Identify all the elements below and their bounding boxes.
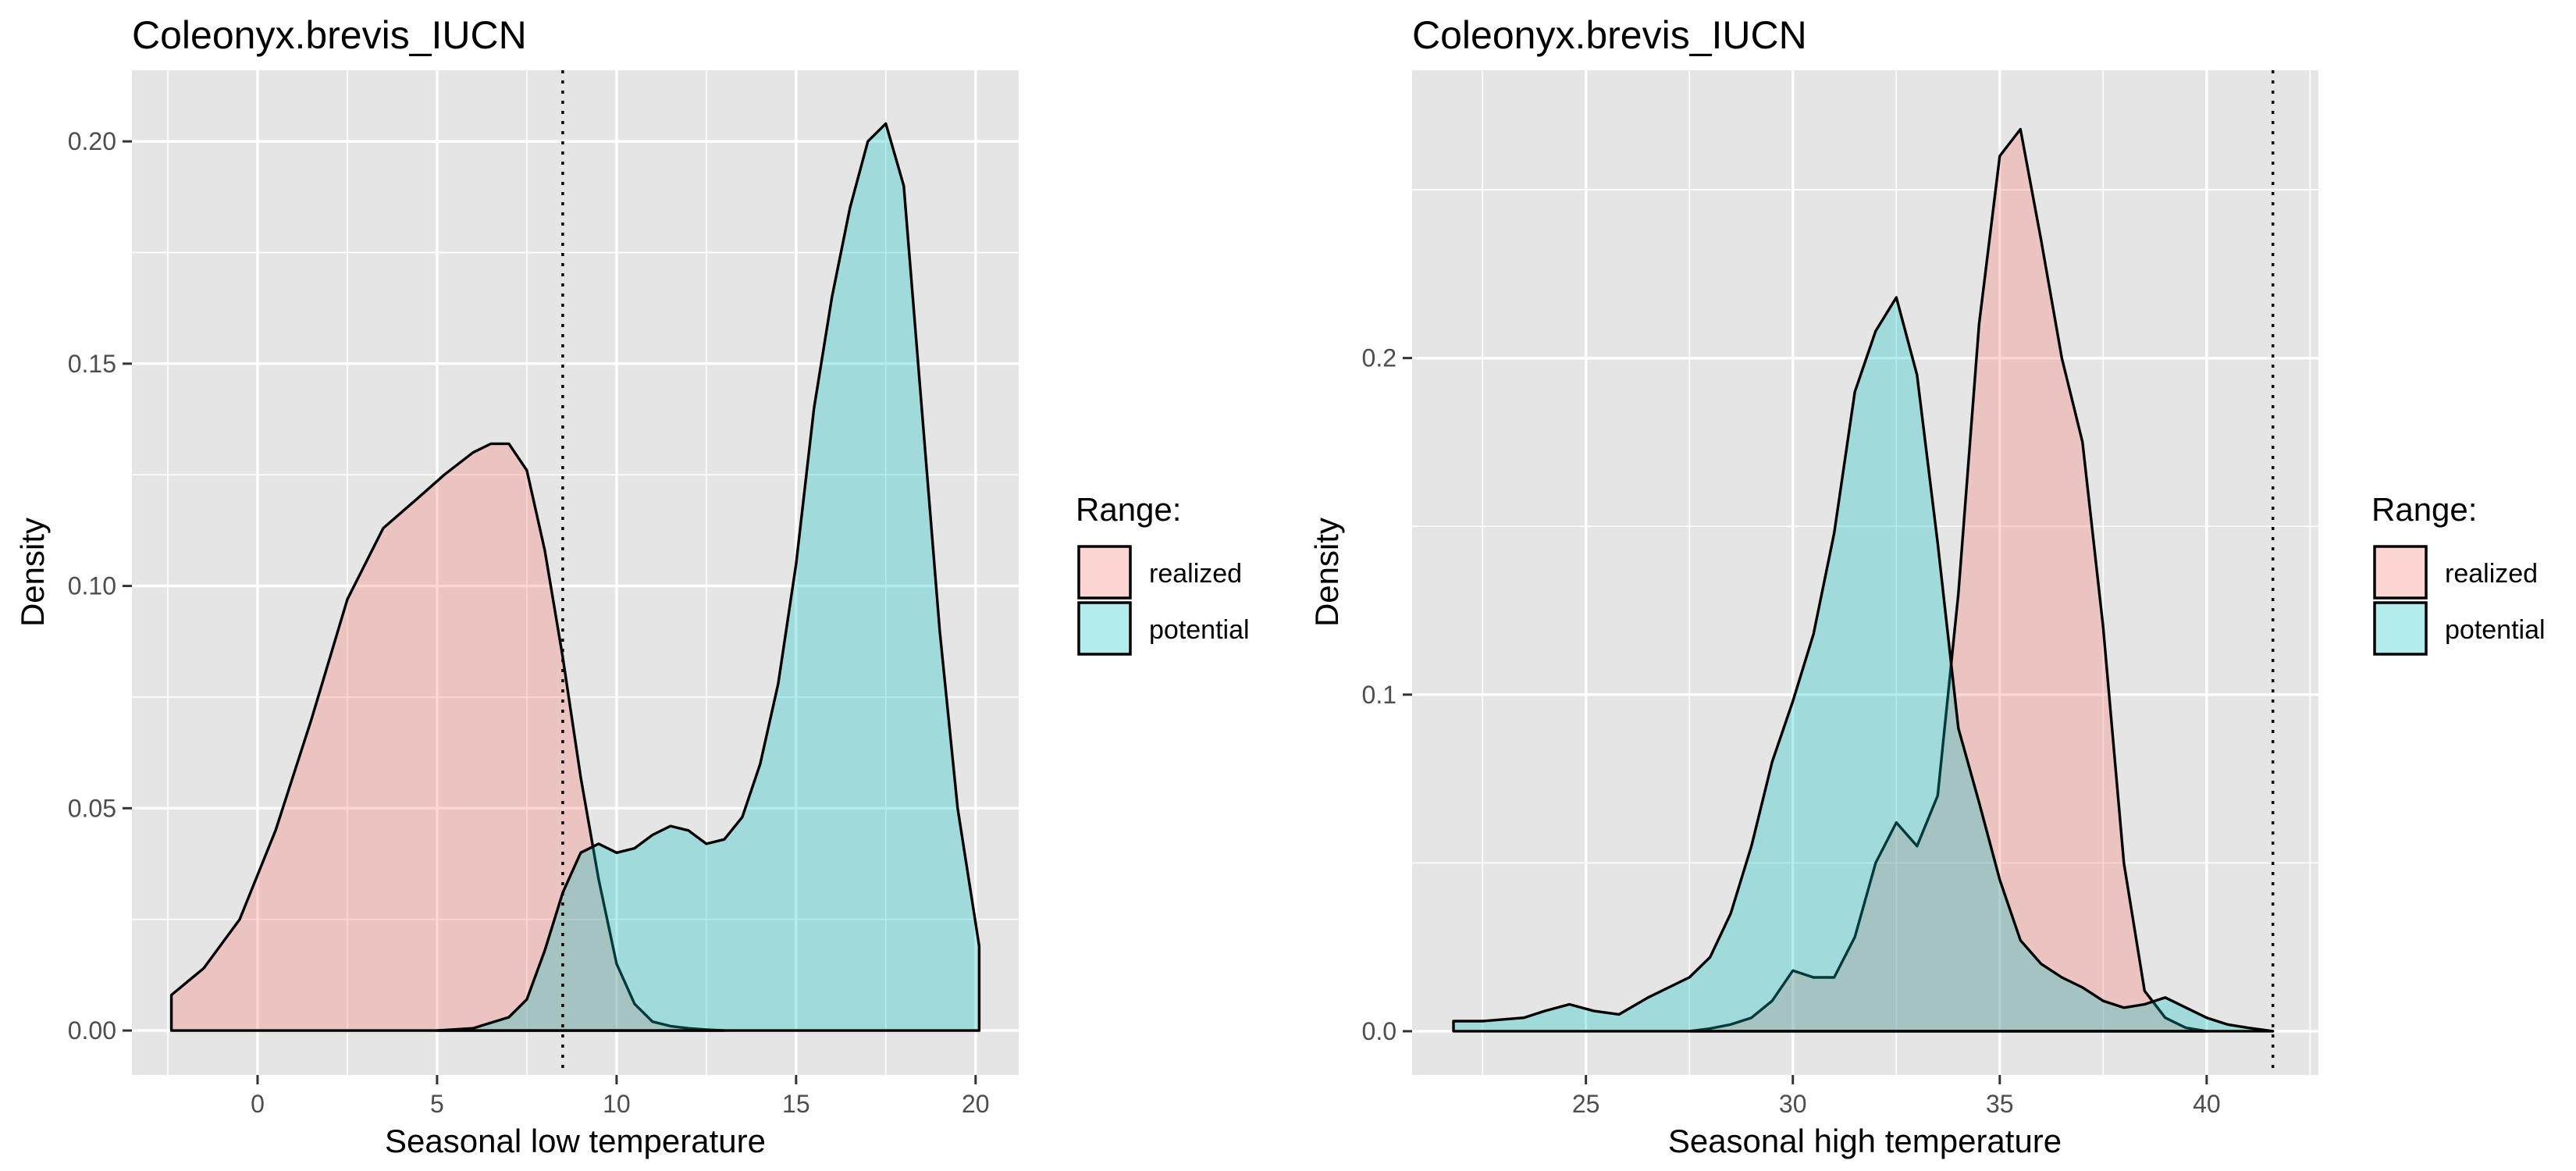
x-axis-title: Seasonal high temperature [1668,1123,2062,1159]
y-tick-label: 0.0 [1362,1017,1397,1045]
y-axis-ticks: 0.00 0.05 0.10 0.15 0.20 [68,127,132,1045]
legend-label-potential: potential [2445,615,2546,645]
legend-label-realized: realized [1149,559,1242,589]
x-tick-label: 20 [962,1090,990,1118]
y-tick-label: 0.00 [68,1016,116,1045]
legend: Range: realized potential [1076,491,1250,656]
y-axis-title: Density [1308,518,1345,627]
x-tick-label: 25 [1572,1090,1600,1118]
legend: Range: realized potential [2371,491,2546,656]
x-tick-label: 0 [251,1090,265,1118]
plot-panel [132,70,1019,1075]
legend-label-potential: potential [1149,615,1250,645]
x-tick-label: 10 [603,1090,631,1118]
density-area-potential [1452,296,2275,1033]
x-tick-label: 35 [1986,1090,2014,1118]
chart-right: Coleonyx.brevis_IUCN 25 30 35 40 0.00.10.2 … [1308,13,2546,1159]
y-tick-label: 0.20 [68,127,116,155]
density-area-realized [169,442,726,1032]
x-axis-title: Seasonal low temperature [385,1123,766,1159]
x-tick-label: 30 [1779,1090,1807,1118]
y-tick-label: 0.05 [68,794,116,822]
density-areas [1452,127,2275,1033]
legend-key-potential [2373,601,2428,656]
x-tick-label: 40 [2193,1090,2221,1118]
x-tick-label: 5 [430,1090,444,1118]
chart-left: Coleonyx.brevis_IUCN 0 5 10 15 20 0.000.050.… [14,13,1250,1159]
legend-key-realized [2373,545,2428,600]
y-axis-title: Density [14,518,51,627]
legend-key-potential [1077,601,1132,656]
y-axis-ticks: 0.0 0.1 0.2 [1362,344,1412,1045]
legend-key-realized [1077,545,1132,600]
legend-label-realized: realized [2445,559,2538,589]
y-tick-label: 0.1 [1362,681,1397,709]
legend-title: Range: [2371,491,2477,528]
x-axis-ticks: 25 30 35 40 [1572,1075,2221,1118]
y-tick-label: 0.10 [68,572,116,600]
y-tick-label: 0.15 [68,350,116,378]
x-axis-ticks: 0 5 10 15 20 [251,1075,990,1118]
density-area-realized [1688,127,2208,1033]
y-tick-label: 0.2 [1362,344,1397,372]
legend-title: Range: [1076,491,1181,528]
x-tick-label: 15 [782,1090,810,1118]
chart-title: Coleonyx.brevis_IUCN [132,13,527,57]
chart-title: Coleonyx.brevis_IUCN [1412,13,1807,57]
plot-panel [1412,70,2318,1075]
